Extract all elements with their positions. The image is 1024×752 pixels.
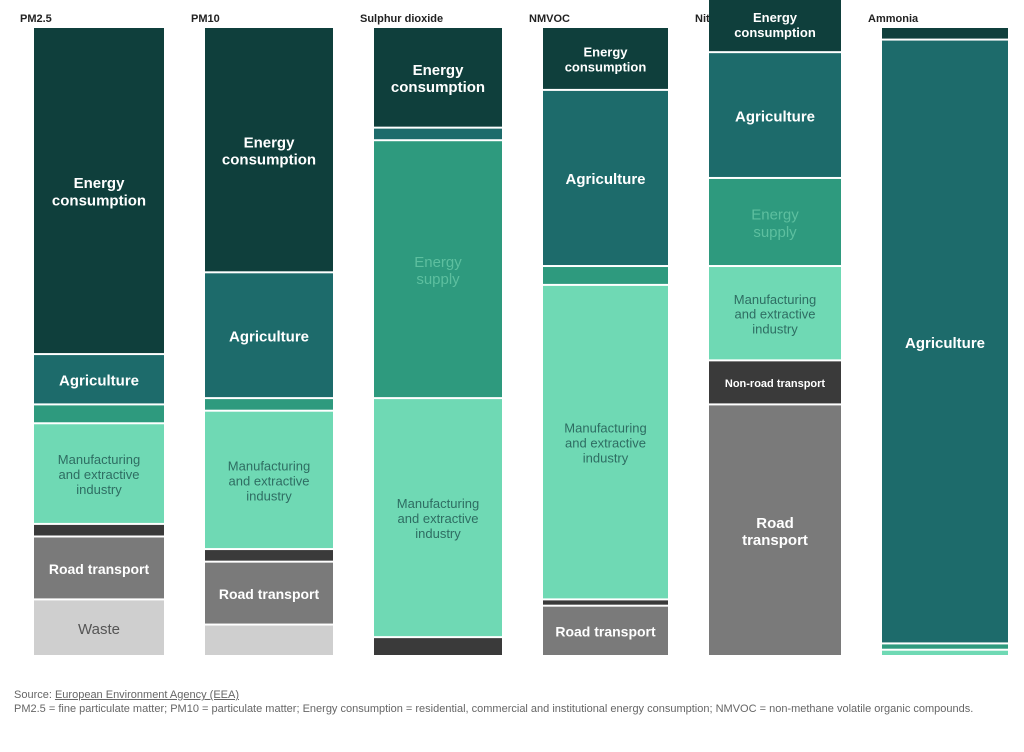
segment-label: Agriculture — [735, 108, 815, 125]
category-label: PM10 — [191, 13, 220, 25]
bar-segment-agriculture — [882, 40, 1008, 643]
bar-segment-energy-consumption — [205, 28, 333, 272]
category-label: NMVOC — [529, 13, 570, 25]
bar-segment-road-transport — [34, 537, 164, 599]
category-label: Ammonia — [868, 13, 919, 25]
segment-label: Agriculture — [565, 171, 645, 188]
bar-segment-energy-consumption — [543, 28, 668, 89]
segment-label: Energy consumption — [734, 10, 816, 40]
bar-segment-non-road-transport — [34, 524, 164, 536]
bar-segment-energy-supply — [543, 267, 668, 284]
bar-segment-non-road-transport — [709, 361, 841, 404]
bar-segment-road-transport — [205, 562, 333, 624]
segment-label: Waste — [78, 621, 120, 638]
bar-segment-energy-supply — [709, 178, 841, 266]
bar-segment-manufacturing — [882, 650, 1008, 655]
bar-segment-energy-supply — [374, 141, 502, 398]
segment-label: Non-road transport — [725, 378, 826, 390]
segment-label: Road transport — [49, 561, 150, 577]
source-prefix: Source: — [14, 689, 55, 701]
segment-label: Manufacturing and extractive industry — [564, 421, 646, 466]
bar-segment-road-transport — [709, 405, 841, 655]
bar-segment-energy-consumption — [374, 28, 502, 127]
bar-segment-waste — [205, 625, 333, 655]
bar-segment-waste — [34, 600, 164, 655]
bar-segment-energy-consumption — [882, 28, 1008, 39]
category-label: Sulphur dioxide — [360, 13, 443, 25]
segment-label: Manufacturing and extractive industry — [58, 452, 140, 497]
bar-segment-manufacturing — [709, 267, 841, 360]
category-label: PM2.5 — [20, 13, 52, 25]
bar-segment-agriculture — [543, 90, 668, 266]
bar-segment-road-transport — [543, 606, 668, 655]
bar-segment-manufacturing — [205, 411, 333, 549]
source-line: Source: European Environment Agency (EEA… — [14, 688, 1004, 702]
segment-label: Agriculture — [59, 372, 139, 389]
bar-segment-non-road-transport — [205, 550, 333, 561]
segment-label: Energy consumption — [565, 45, 647, 75]
segment-label: Manufacturing and extractive industry — [734, 292, 816, 337]
segment-label: Energy supply — [414, 254, 462, 288]
bar-segment-manufacturing — [374, 399, 502, 637]
bar-segment-energy-supply — [882, 644, 1008, 649]
bar-segment-manufacturing — [543, 285, 668, 599]
bar-segment-agriculture — [374, 128, 502, 140]
segment-label: Energy consumption — [391, 62, 485, 96]
abbreviation-note: PM2.5 = fine particulate matter; PM10 = … — [14, 703, 974, 715]
segment-label: Manufacturing and extractive industry — [397, 496, 479, 541]
segment-label: Energy consumption — [222, 134, 316, 168]
segment-label: Road transport — [219, 586, 320, 602]
bar-segment-energy-consumption — [34, 28, 164, 354]
segment-label: Agriculture — [905, 335, 985, 352]
bar-segment-energy-consumption — [709, 0, 841, 52]
segment-label: Agriculture — [229, 328, 309, 345]
chart-footer: Source: European Environment Agency (EEA… — [14, 688, 1004, 716]
bar-segment-manufacturing — [34, 424, 164, 523]
segment-label: Manufacturing and extractive industry — [228, 458, 310, 503]
segment-label: Road transport — [555, 624, 656, 640]
bar-segment-agriculture — [34, 355, 164, 404]
bar-segment-non-road-transport — [374, 638, 502, 655]
segment-label: Road transport — [742, 515, 808, 549]
segment-label: Energy supply — [751, 207, 799, 241]
bar-segment-non-road-transport — [543, 600, 668, 605]
bar-segment-agriculture — [709, 53, 841, 177]
segment-label: Energy consumption — [52, 175, 146, 209]
bar-segment-energy-supply — [205, 399, 333, 410]
bar-segment-agriculture — [205, 273, 333, 398]
bar-segment-energy-supply — [34, 405, 164, 423]
source-link[interactable]: European Environment Agency (EEA) — [54, 689, 240, 701]
stacked-bar-chart: PM2.5 Waste Road transport Manufacturing and… — [20, 0, 1008, 655]
